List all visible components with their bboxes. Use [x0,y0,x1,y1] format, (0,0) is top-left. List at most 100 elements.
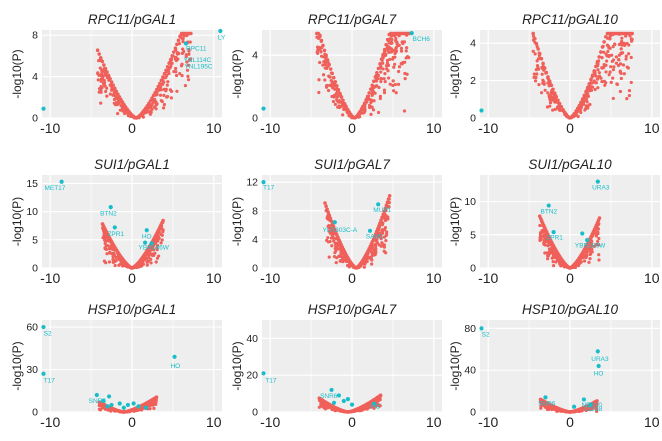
data-point-nonsig [327,62,331,67]
data-point-nonsig [103,241,107,245]
data-point-nonsig [369,112,373,116]
data-point-nonsig [535,63,540,68]
data-point-nonsig [559,104,564,109]
data-point-sig [94,392,99,398]
data-point-sig [341,398,346,404]
data-point-sig [551,230,556,235]
data-point-nonsig [597,236,601,241]
data-point-nonsig [328,67,333,71]
data-point-nonsig [615,82,619,86]
data-point-nonsig [599,50,603,54]
data-point-nonsig [326,236,330,240]
data-point-sig [121,405,126,410]
data-point-nonsig [597,74,602,78]
data-point-nonsig [187,49,191,53]
data-point-nonsig [152,406,156,410]
x-tick-label: 10 [644,120,660,136]
data-point-nonsig [169,64,173,68]
data-point-nonsig [118,262,122,266]
data-point-nonsig [173,57,177,61]
data-point-nonsig [321,403,325,407]
data-point-nonsig [342,101,347,106]
data-point-nonsig [622,72,626,76]
data-point-nonsig [99,101,103,105]
data-point-nonsig [169,96,174,100]
data-point-nonsig [322,48,327,53]
data-point-nonsig [186,74,190,78]
data-point-nonsig [96,71,100,76]
y-tick-label: 4 [470,38,476,50]
data-point-sig [479,326,484,331]
data-point-nonsig [617,53,622,57]
data-point-nonsig [104,89,108,94]
data-point-nonsig [186,63,190,67]
data-point-nonsig [364,98,368,102]
data-point-nonsig [150,253,155,258]
y-tick-label: 0 [32,263,38,275]
gene-label: T17 [44,377,56,384]
panel-title: HSP10/pGAL10 [522,302,619,317]
data-point-nonsig [597,55,601,59]
y-tick-label: 40 [246,333,258,345]
data-point-nonsig [372,79,376,84]
data-point-nonsig [539,56,544,61]
data-point-nonsig [161,228,165,232]
data-point-sig [59,179,64,184]
data-point-sig [580,231,585,236]
data-point-nonsig [335,256,339,260]
data-point-nonsig [334,244,338,248]
gene-label: RPC11 [186,46,207,53]
data-point-nonsig [535,72,539,76]
gene-label: SNR6 [538,401,556,408]
data-point-nonsig [382,88,387,92]
data-point-nonsig [100,72,104,76]
data-point-sig [131,401,136,406]
data-point-nonsig [325,58,330,62]
data-point-nonsig [541,61,545,66]
data-point-nonsig [385,230,389,234]
data-point-nonsig [105,94,109,98]
data-point-nonsig [576,114,580,119]
data-point-nonsig [173,46,178,50]
data-point-nonsig [328,239,332,244]
data-point-nonsig [602,62,606,67]
panel-title: SUI1/pGAL7 [314,157,390,172]
x-tick-label: -10 [40,414,60,430]
gene-label: HO [170,363,180,370]
data-point-nonsig [392,65,396,69]
data-point-nonsig [111,257,115,262]
data-point-nonsig [188,40,192,44]
data-point-nonsig [179,64,184,68]
data-point-nonsig [540,403,544,407]
data-point-nonsig [318,60,322,65]
gene-label: BTN2 [100,211,117,218]
data-point-sig [117,401,122,406]
data-point-nonsig [582,259,587,263]
data-point-sig [543,395,548,400]
data-point-nonsig [376,66,381,71]
data-point-nonsig [150,96,154,101]
data-point-nonsig [328,216,333,221]
data-point-nonsig [385,67,389,71]
data-point-nonsig [592,79,596,83]
data-point-nonsig [174,73,179,78]
data-point-nonsig [108,92,112,96]
y-tick-label: 4 [252,234,258,246]
data-point-nonsig [620,39,624,44]
data-point-nonsig [324,53,328,58]
data-point-nonsig [181,47,185,51]
data-point-nonsig [325,406,329,410]
data-point-nonsig [109,80,114,84]
data-point-nonsig [559,263,563,267]
gene-label: S2 [44,331,52,338]
data-point-nonsig [112,91,116,96]
data-point-nonsig [373,75,378,79]
x-tick-label: 10 [206,414,222,430]
data-point-nonsig [187,52,191,56]
y-tick-label: 30 [26,364,38,376]
data-point-nonsig [139,264,144,268]
data-point-nonsig [538,231,543,235]
y-tick-label: 15 [26,178,38,190]
data-point-nonsig [162,102,167,107]
